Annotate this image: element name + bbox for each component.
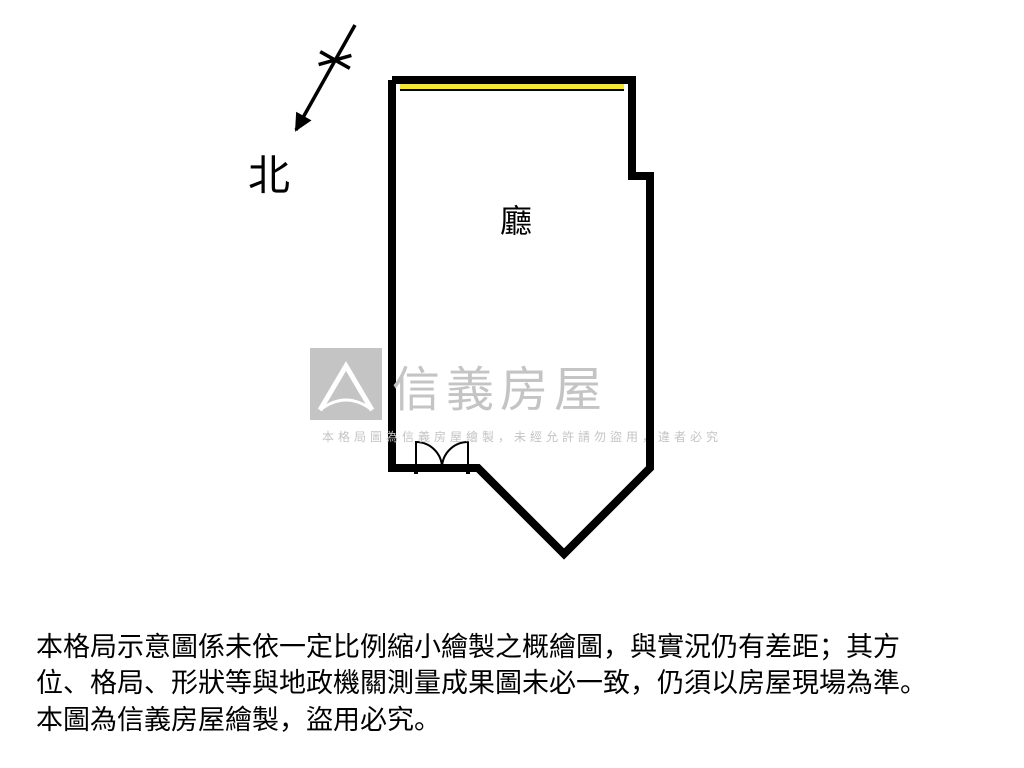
north-label: 北 <box>248 142 290 203</box>
disclaimer-text: 本格局示意圖係未依一定比例縮小繪製之概繪圖，與實況仍有差距；其方 位、格局、形狀… <box>36 629 1004 738</box>
north-arrow-icon <box>295 25 355 132</box>
disclaimer-line1: 本格局示意圖係未依一定比例縮小繪製之概繪圖，與實況仍有差距；其方 <box>36 632 900 662</box>
disclaimer-line2: 位、格局、形狀等與地政機關測量成果圖未必一致，仍須以房屋現場為準。 <box>36 668 927 698</box>
watermark-logo-icon <box>310 348 382 420</box>
watermark-sub-text: 本格局圖為信義房屋繪製，未經允許請勿盜用，違者必究 <box>322 428 722 445</box>
watermark-brand-text: 信義房屋 <box>392 350 608 420</box>
diagram-canvas: 北 廳 信義房屋 本格局圖為信義房屋繪製，未經允許請勿盜用，違者必究 本格局示意… <box>0 0 1024 768</box>
disclaimer-line3: 本圖為信義房屋繪製，盜用必究。 <box>36 705 441 735</box>
room-label-hall: 廳 <box>500 196 532 242</box>
room-outline <box>392 80 650 554</box>
